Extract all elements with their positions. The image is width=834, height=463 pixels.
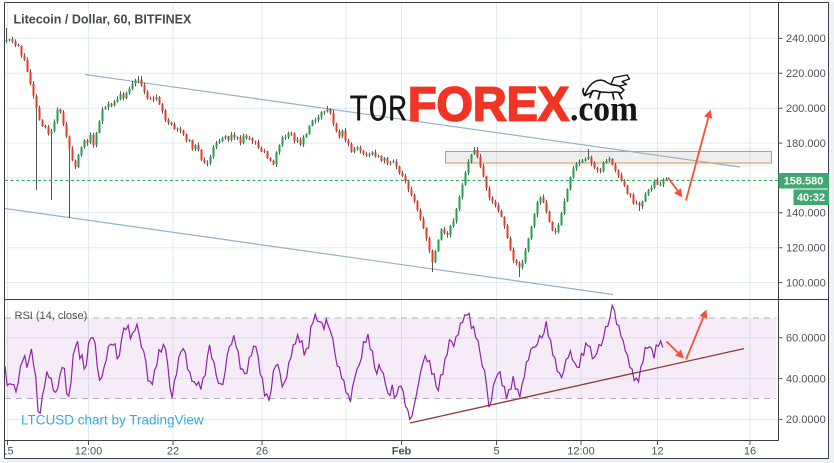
svg-text:60.0000: 60.0000: [786, 333, 826, 345]
svg-text:16: 16: [744, 446, 756, 458]
svg-text:12: 12: [651, 446, 663, 458]
svg-text:12:00: 12:00: [567, 446, 595, 458]
svg-text:.com: .com: [570, 89, 638, 129]
svg-text:20.0000: 20.0000: [786, 414, 826, 426]
svg-text:22: 22: [167, 446, 179, 458]
svg-text:LTCUSD chart by TradingView: LTCUSD chart by TradingView: [21, 413, 204, 428]
svg-text:TOR: TOR: [349, 90, 407, 133]
svg-text:220.000: 220.000: [786, 68, 826, 80]
svg-text:Feb: Feb: [392, 446, 412, 458]
svg-text:120.000: 120.000: [786, 243, 826, 255]
svg-text:100.000: 100.000: [786, 277, 826, 289]
svg-text:26: 26: [256, 446, 268, 458]
svg-text:40:32: 40:32: [797, 192, 825, 204]
svg-text:140.000: 140.000: [786, 208, 826, 220]
svg-text:180.000: 180.000: [786, 138, 826, 150]
svg-text:200.000: 200.000: [786, 103, 826, 115]
svg-text:RSI (14, close): RSI (14, close): [15, 310, 88, 322]
svg-text:158.580: 158.580: [784, 176, 824, 188]
svg-text:5: 5: [493, 446, 499, 458]
svg-text:40.0000: 40.0000: [786, 373, 826, 385]
svg-text:12:00: 12:00: [75, 446, 103, 458]
svg-text:Litecoin / Dollar, 60, BITFINE: Litecoin / Dollar, 60, BITFINEX: [14, 13, 192, 27]
svg-text:FOREX: FOREX: [408, 79, 569, 132]
svg-text:240.000: 240.000: [786, 33, 826, 45]
